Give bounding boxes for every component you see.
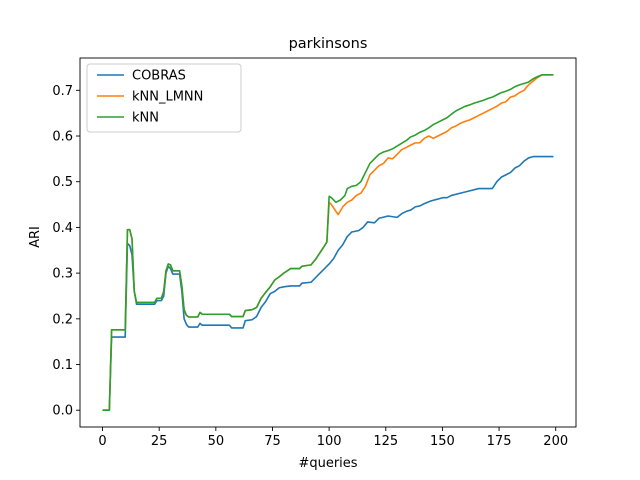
axes-frame	[79, 57, 577, 428]
y-tick-label: 0.3	[52, 267, 73, 282]
legend-label: kNN	[132, 111, 159, 126]
legend-label: kNN_LMNN	[132, 90, 203, 105]
y-tick-label: 0.1	[52, 358, 73, 373]
x-tick-label: 125	[373, 434, 398, 449]
x-axis-label: #queries	[298, 456, 357, 471]
x-tick-label: 0	[98, 434, 106, 449]
y-tick-label: 0.4	[52, 221, 73, 236]
x-tick-label: 50	[208, 434, 225, 449]
x-tick-label: 175	[487, 434, 512, 449]
y-tick-label: 0.6	[52, 130, 73, 145]
series-line-knn	[102, 73, 554, 412]
y-tick-label: 0.2	[52, 312, 73, 327]
x-tick-label: 25	[151, 434, 168, 449]
x-tick-label: 100	[317, 434, 342, 449]
x-tick-label: 200	[543, 434, 568, 449]
chart-title: parkinsons	[289, 36, 368, 52]
y-axis-label: ARI	[28, 226, 43, 248]
x-tick-label: 150	[430, 434, 455, 449]
axes-layer: 0 25 50 75 100 125 150 175 200 0.0 0.1 0.2 0.3 0.4 0.5…	[52, 57, 577, 449]
y-tick-label: 0.0	[52, 404, 73, 419]
y-tick-label: 0.5	[52, 175, 73, 190]
legend-box	[86, 63, 242, 133]
series-layer	[102, 73, 554, 412]
legend: COBRAS kNN_LMNN kNN	[86, 63, 242, 133]
legend-label: COBRAS	[132, 69, 186, 84]
x-tick-label: 75	[264, 434, 281, 449]
y-tick-label: 0.7	[52, 84, 73, 99]
